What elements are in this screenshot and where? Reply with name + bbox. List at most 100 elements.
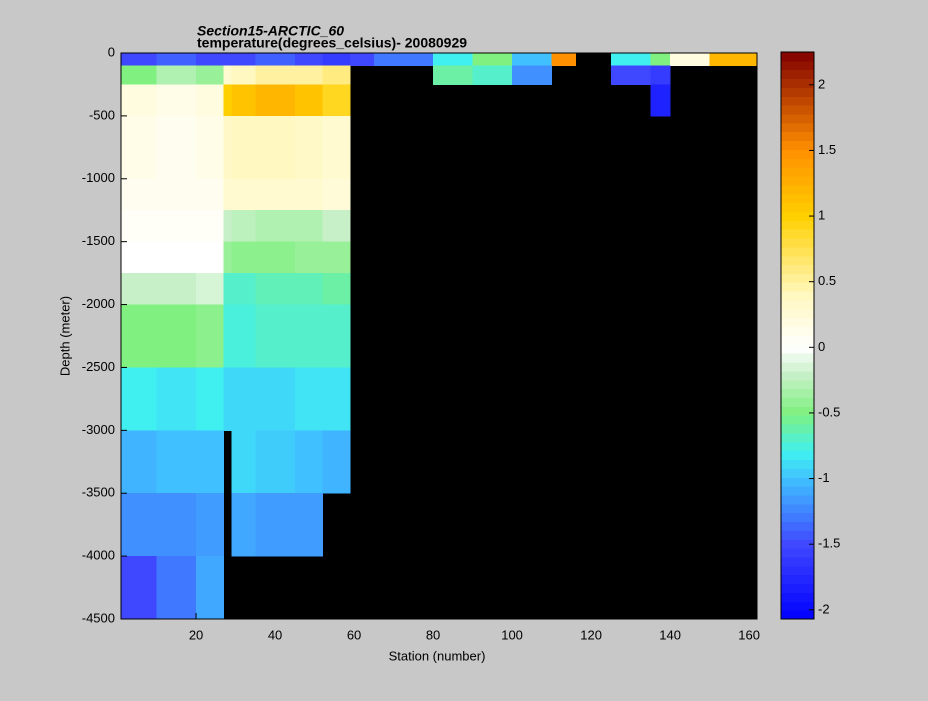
heat-cell bbox=[121, 430, 158, 494]
colorbar-swatch bbox=[781, 503, 814, 514]
colorbar-swatch bbox=[781, 282, 814, 292]
heat-cell bbox=[231, 304, 256, 368]
colorbar-swatch bbox=[781, 477, 814, 487]
heat-cell bbox=[472, 65, 513, 85]
heat-cell bbox=[156, 273, 197, 306]
heat-cell bbox=[255, 84, 296, 117]
heat-cell bbox=[121, 178, 158, 211]
colorbar-swatch bbox=[781, 78, 814, 88]
heat-cell bbox=[650, 53, 671, 67]
heat-cell bbox=[196, 178, 225, 211]
heat-cell bbox=[156, 241, 197, 274]
colorbar-swatch bbox=[781, 246, 814, 257]
heat-cell bbox=[196, 210, 225, 243]
heat-cell bbox=[121, 556, 158, 620]
x-axis-label: Station (number) bbox=[389, 648, 486, 663]
heat-cell bbox=[223, 178, 233, 211]
heat-cell bbox=[196, 273, 225, 306]
heat-cell bbox=[196, 115, 225, 180]
colorbar-swatch bbox=[781, 69, 814, 80]
chart-title: Section15-ARCTIC_60 bbox=[197, 23, 344, 39]
colorbar-swatch bbox=[781, 592, 814, 602]
heat-cell bbox=[433, 65, 474, 85]
colorbar-swatch bbox=[781, 60, 814, 71]
y-tick-label: 0 bbox=[108, 44, 115, 59]
heat-cell bbox=[255, 493, 296, 557]
colorbar-swatch bbox=[781, 255, 814, 266]
heat-cell bbox=[156, 367, 197, 431]
heat-cell bbox=[121, 241, 158, 274]
heat-cell bbox=[231, 273, 256, 306]
heat-cell bbox=[223, 84, 233, 117]
heat-cell bbox=[255, 304, 296, 368]
colorbar-tick-label: 1.5 bbox=[818, 142, 836, 157]
colorbar-swatch bbox=[781, 300, 814, 310]
heat-cell bbox=[121, 53, 158, 67]
heat-cell bbox=[231, 65, 256, 85]
heat-cell bbox=[156, 556, 197, 620]
colorbar-swatch bbox=[781, 539, 814, 549]
heat-cell bbox=[255, 210, 296, 243]
heat-cell bbox=[156, 53, 197, 67]
heat-cell bbox=[223, 273, 233, 306]
heat-cell bbox=[156, 210, 197, 243]
colorbar-tick-label: -1.5 bbox=[818, 536, 840, 551]
heat-cell bbox=[121, 210, 158, 243]
heat-cell bbox=[196, 556, 225, 620]
heat-cell bbox=[231, 367, 256, 431]
heat-cell bbox=[121, 493, 158, 557]
heat-cell bbox=[610, 65, 651, 85]
heat-cell bbox=[196, 493, 225, 557]
colorbar-swatch bbox=[781, 238, 814, 248]
colorbar-tick-label: 1 bbox=[818, 208, 825, 223]
heat-cell bbox=[294, 493, 323, 557]
y-axis-label: Depth (meter) bbox=[57, 296, 72, 376]
heat-cell bbox=[512, 65, 553, 85]
colorbar-swatch bbox=[781, 548, 814, 558]
colorbar-swatch bbox=[781, 105, 814, 115]
heat-cell bbox=[512, 53, 553, 67]
heat-cell bbox=[196, 367, 225, 431]
heat-cell bbox=[196, 430, 225, 494]
colorbar-swatch bbox=[781, 610, 814, 620]
colorbar-swatch bbox=[781, 167, 814, 177]
colorbar-swatch bbox=[781, 140, 814, 150]
colorbar-swatch bbox=[781, 211, 814, 221]
heat-cell bbox=[551, 53, 576, 67]
x-tick-label: 40 bbox=[268, 627, 282, 642]
colorbar-swatch bbox=[781, 556, 814, 567]
y-tick-label: -3500 bbox=[82, 485, 115, 500]
heat-cell bbox=[196, 84, 225, 117]
colorbar-swatch bbox=[781, 229, 814, 239]
colorbar-swatch bbox=[781, 494, 814, 505]
heat-cell bbox=[231, 430, 256, 494]
heat-cell bbox=[255, 367, 296, 431]
colorbar-swatch bbox=[781, 308, 814, 319]
colorbar-swatch bbox=[781, 131, 814, 142]
heat-cell bbox=[121, 273, 158, 306]
colorbar-frame bbox=[780, 51, 815, 620]
colorbar-swatch bbox=[781, 158, 814, 168]
heat-cell bbox=[231, 115, 256, 180]
colorbar-swatch bbox=[781, 264, 814, 274]
heat-cell bbox=[294, 210, 323, 243]
colorbar-swatch bbox=[781, 353, 814, 363]
x-tick-label: 100 bbox=[501, 627, 523, 642]
y-tick-label: -1000 bbox=[82, 170, 115, 185]
heat-cell bbox=[121, 84, 158, 117]
x-tick-label: 80 bbox=[426, 627, 440, 642]
heat-cell bbox=[322, 84, 351, 117]
colorbar-swatch bbox=[781, 317, 814, 328]
colorbar-swatch bbox=[781, 583, 814, 593]
heat-cell bbox=[294, 273, 323, 306]
y-tick-label: -2500 bbox=[82, 359, 115, 374]
colorbar-swatch bbox=[781, 397, 814, 407]
heat-cell bbox=[196, 304, 225, 368]
heat-cell bbox=[156, 65, 197, 85]
heat-cell bbox=[223, 241, 233, 274]
plot-frame bbox=[120, 52, 758, 620]
heat-cell bbox=[196, 241, 225, 274]
colorbar-swatch bbox=[781, 486, 814, 496]
